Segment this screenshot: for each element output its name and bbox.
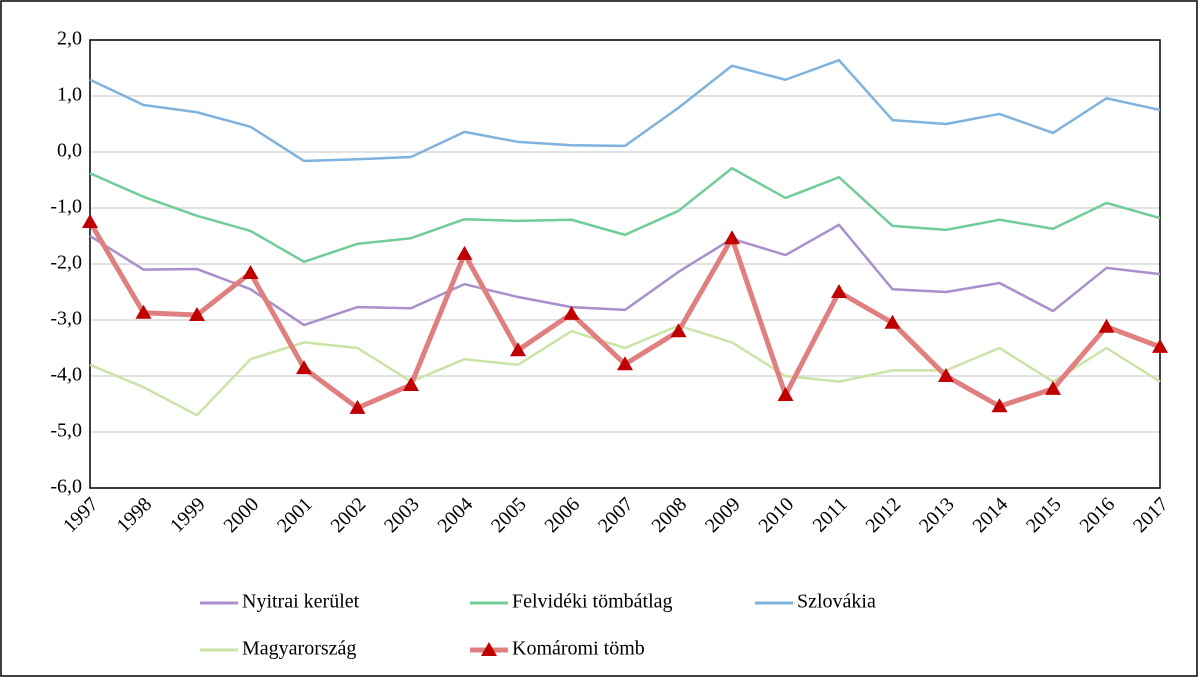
marker	[831, 284, 847, 298]
marker	[777, 387, 794, 402]
legend-label: Magyarország	[242, 638, 356, 660]
marker	[1098, 318, 1115, 333]
marker	[938, 368, 954, 382]
plot-frame	[89, 39, 1161, 489]
legend-item: Szlovákia	[755, 591, 876, 613]
y-tick-label: 1,0	[57, 84, 82, 106]
series-line	[89, 166, 1161, 264]
marker	[1152, 338, 1168, 353]
marker	[670, 323, 687, 338]
marker	[242, 264, 259, 279]
y-tick-label: -1,0	[50, 196, 82, 218]
legend-item: Magyarország	[200, 638, 356, 660]
series-line	[89, 58, 1161, 163]
y-tick-label: -5,0	[50, 420, 82, 442]
legend-item: Komáromi tömb	[470, 638, 645, 660]
y-tick-label: 2,0	[57, 28, 82, 50]
y-tick-label: -3,0	[50, 308, 82, 330]
legend-marker	[481, 642, 497, 656]
y-tick-label: -6,0	[50, 476, 82, 498]
legend-item: Felvidéki tömbátlag	[470, 591, 673, 613]
y-tick-label: 0,0	[57, 140, 82, 162]
legend-label: Szlovákia	[797, 591, 876, 613]
marker	[456, 245, 473, 260]
marker	[296, 360, 312, 375]
legend-label: Nyitrai kerület	[242, 591, 360, 613]
legend-item: Nyitrai kerület	[200, 591, 360, 613]
marker	[884, 314, 901, 329]
y-tick-label: -4,0	[50, 364, 82, 386]
marker	[349, 399, 366, 414]
marker	[510, 342, 526, 357]
marker	[403, 376, 419, 391]
legend-label: Felvidéki tömbátlag	[512, 591, 673, 613]
legend-label: Komáromi tömb	[512, 638, 645, 660]
y-tick-label: -2,0	[50, 252, 82, 274]
marker	[82, 214, 98, 228]
series-line	[89, 324, 1161, 417]
marker	[617, 356, 633, 371]
marker	[724, 230, 740, 245]
marker	[189, 306, 205, 321]
marker	[135, 304, 152, 319]
marker	[563, 305, 580, 320]
marker	[1045, 380, 1061, 395]
marker	[991, 398, 1008, 413]
